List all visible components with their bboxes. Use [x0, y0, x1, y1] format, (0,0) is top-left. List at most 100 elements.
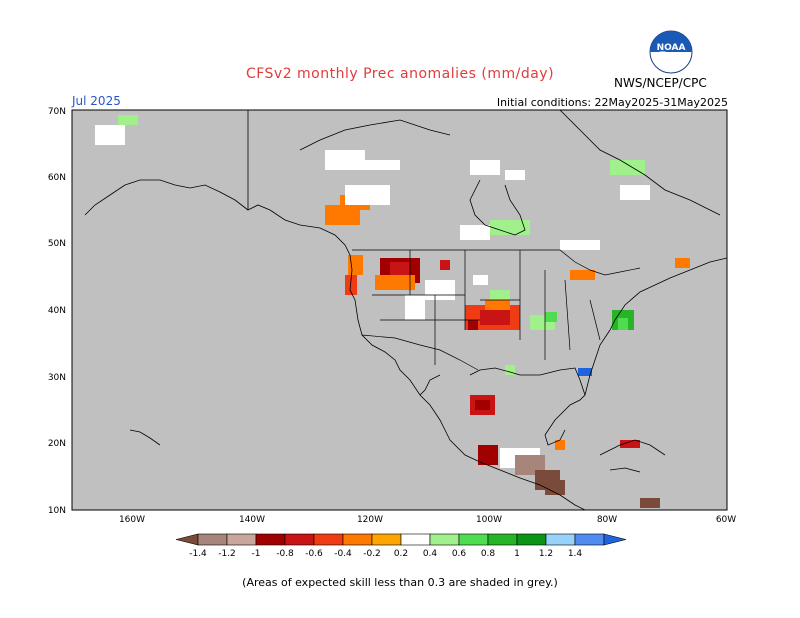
colorbar-swatch — [574, 533, 605, 546]
anomaly-cell — [620, 440, 640, 448]
colorbar-swatch — [313, 533, 344, 546]
agency-label: NWS/NCEP/CPC — [614, 76, 707, 90]
axis-labels: 70N 60N 50N 40N 30N 20N 10N 160W 140W 12… — [48, 107, 736, 525]
colorbar-swatches — [175, 533, 627, 546]
caribbean-islands-line-2 — [609, 467, 641, 473]
colorbar-label: 1 — [514, 549, 520, 559]
lon-label: 60W — [716, 515, 736, 525]
anomaly-cell — [675, 258, 690, 268]
map-frame — [71, 109, 728, 511]
anomaly-cell — [345, 185, 390, 205]
anomaly-cell — [360, 160, 400, 170]
anomaly-cell — [505, 170, 525, 180]
colorbar-label: -1.2 — [218, 549, 236, 559]
anomaly-cell — [560, 240, 600, 250]
hawaii-islands-line — [129, 429, 161, 446]
colorbar-swatch — [516, 533, 547, 546]
anomaly-cell — [375, 275, 415, 290]
colorbar-swatch — [400, 533, 431, 546]
east-coast-line — [584, 257, 728, 396]
colorbar-label: 1.2 — [539, 549, 553, 559]
state-borders — [372, 250, 601, 365]
baja-coast-line — [419, 374, 441, 396]
colorbar-label: 0.6 — [452, 549, 467, 559]
anomaly-cell — [468, 320, 478, 330]
colorbar-labels: -1.4 -1.2 -1 -0.8 -0.6 -0.4 -0.2 0.2 0.4 0.6 0.8 1 1… — [189, 549, 582, 559]
anomaly-cell — [440, 260, 450, 270]
map-title: CFSv2 monthly Prec anomalies (mm/day) — [245, 66, 555, 82]
colorbar-swatch — [342, 533, 373, 546]
lat-label: 40N — [48, 306, 66, 316]
colorbar-label: 0.2 — [394, 549, 408, 559]
us-mexico-border — [361, 334, 479, 371]
anomaly-cell — [425, 280, 455, 300]
lat-label: 30N — [48, 373, 66, 383]
colorbar-label: -0.2 — [363, 549, 381, 559]
coastlines — [84, 109, 728, 511]
anomaly-cell — [618, 318, 628, 330]
skill-footnote: (Areas of expected skill less than 0.3 a… — [242, 576, 558, 589]
lat-label: 50N — [48, 239, 66, 249]
lon-label: 140W — [239, 515, 265, 525]
caribbean-islands-line — [599, 439, 666, 456]
lon-label: 80W — [597, 515, 617, 525]
anomaly-cell — [475, 400, 490, 410]
colorbar-label: -1.4 — [189, 549, 207, 559]
colorbar-label: -1 — [252, 549, 261, 559]
colorbar: -1.4 -1.2 -1 -0.8 -0.6 -0.4 -0.2 0.2 0.4 0.6 0.8 1 1… — [175, 533, 627, 559]
anomaly-cell — [478, 445, 498, 465]
lon-label: 100W — [476, 515, 502, 525]
lat-label: 60N — [48, 173, 66, 183]
lon-label: 120W — [357, 515, 383, 525]
us-canada-border — [352, 249, 641, 276]
logo-text: NOAA — [657, 43, 686, 53]
lat-label: 10N — [48, 506, 66, 516]
political-borders — [352, 249, 641, 371]
initial-conditions: Initial conditions: 22May2025-31May2025 — [496, 96, 728, 109]
colorbar-swatch — [429, 533, 460, 546]
anomaly-cell — [610, 160, 645, 175]
colorbar-swatch — [603, 533, 627, 546]
colorbar-label: -0.8 — [276, 549, 294, 559]
gulf-coast-line — [469, 367, 586, 446]
colorbar-label: -0.6 — [305, 549, 323, 559]
anomaly-cell — [578, 368, 592, 376]
arctic-islands-line — [299, 119, 451, 151]
forecast-period: Jul 2025 — [72, 94, 121, 108]
colorbar-label: 1.4 — [568, 549, 583, 559]
west-coast-line — [247, 110, 586, 511]
colorbar-label: 0.8 — [481, 549, 496, 559]
noaa-logo: NOAA — [649, 30, 693, 74]
anomaly-cell — [585, 270, 595, 280]
colorbar-swatch — [487, 533, 518, 546]
arctic-coast-line — [559, 109, 721, 216]
colorbar-swatch — [458, 533, 489, 546]
colorbar-swatch — [197, 533, 228, 546]
anomaly-cell — [325, 150, 365, 170]
map-area — [71, 109, 728, 511]
alaska-coast-line — [84, 179, 249, 216]
anomaly-cell — [345, 275, 357, 295]
anomaly-cell — [545, 480, 565, 495]
anomaly-cell — [480, 310, 510, 325]
colorbar-swatch — [284, 533, 315, 546]
anomaly-cell — [640, 498, 660, 508]
anomaly-cell — [505, 365, 515, 375]
anomaly-cell — [118, 115, 138, 125]
lon-label: 160W — [119, 515, 145, 525]
anomaly-cell — [490, 290, 510, 300]
lat-label: 70N — [48, 107, 66, 117]
anomaly-cell — [555, 440, 565, 450]
anomaly-cell — [620, 185, 650, 200]
anomaly-cell — [460, 225, 490, 240]
anomaly-cell — [470, 160, 500, 175]
anomaly-cell — [570, 270, 595, 280]
anomaly-cell — [545, 312, 557, 322]
colorbar-swatch — [175, 533, 199, 546]
anomaly-cell — [405, 295, 425, 320]
colorbar-swatch — [255, 533, 286, 546]
colorbar-swatch — [226, 533, 257, 546]
colorbar-swatch — [545, 533, 576, 546]
colorbar-swatch — [371, 533, 402, 546]
